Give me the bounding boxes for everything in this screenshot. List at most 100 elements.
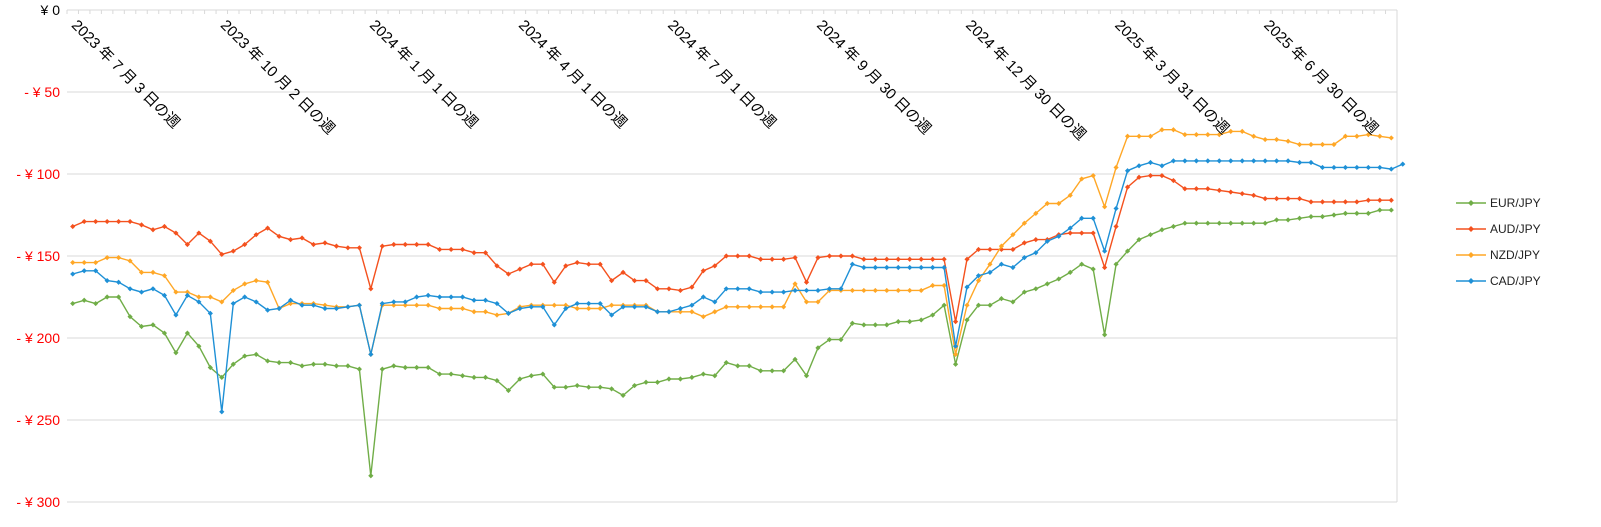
y-tick-label: - ¥ 250 bbox=[16, 412, 60, 428]
data-point bbox=[1147, 133, 1154, 139]
data-point bbox=[93, 300, 99, 307]
data-point bbox=[631, 278, 638, 284]
data-point bbox=[952, 351, 959, 357]
data-point bbox=[723, 286, 729, 292]
data-point bbox=[1170, 158, 1177, 164]
data-point bbox=[1205, 132, 1211, 138]
data-point bbox=[609, 302, 615, 308]
y-tick-label: ¥ 0 bbox=[40, 2, 61, 18]
data-point bbox=[425, 292, 431, 298]
data-point bbox=[482, 309, 489, 315]
data-point bbox=[700, 268, 706, 274]
data-point bbox=[586, 300, 592, 307]
data-point bbox=[597, 261, 603, 267]
legend-label: EUR/JPY bbox=[1490, 196, 1541, 210]
data-point bbox=[872, 287, 878, 294]
data-point bbox=[792, 356, 798, 362]
data-point bbox=[964, 284, 970, 290]
data-point bbox=[540, 371, 546, 377]
data-point bbox=[161, 292, 168, 298]
data-point bbox=[918, 256, 924, 262]
data-point bbox=[620, 269, 626, 275]
data-point bbox=[402, 241, 408, 248]
data-point bbox=[1193, 220, 1199, 226]
data-point bbox=[150, 227, 156, 233]
data-point bbox=[826, 286, 833, 292]
data-point bbox=[414, 241, 420, 248]
legend-marker bbox=[1468, 278, 1474, 284]
data-point bbox=[276, 360, 282, 366]
data-point bbox=[1021, 220, 1027, 226]
data-point bbox=[494, 312, 500, 318]
data-point bbox=[505, 310, 512, 316]
data-point bbox=[1033, 250, 1039, 256]
data-point bbox=[81, 297, 87, 303]
data-point bbox=[1296, 141, 1303, 148]
data-point bbox=[1136, 174, 1142, 180]
data-point bbox=[586, 261, 592, 267]
data-point bbox=[115, 294, 122, 300]
data-point bbox=[1067, 225, 1073, 231]
data-point bbox=[643, 379, 649, 385]
data-point bbox=[1377, 133, 1383, 139]
data-point bbox=[907, 287, 913, 294]
data-point bbox=[299, 235, 305, 241]
data-point bbox=[620, 392, 626, 398]
data-point bbox=[379, 366, 385, 372]
data-point bbox=[952, 343, 959, 349]
data-point bbox=[528, 261, 534, 267]
data-point bbox=[219, 409, 225, 415]
data-point bbox=[735, 363, 741, 369]
data-point bbox=[356, 366, 362, 372]
data-point bbox=[689, 309, 695, 315]
legend-item: AUD/JPY bbox=[1456, 222, 1541, 236]
data-point bbox=[723, 253, 729, 259]
data-point bbox=[1113, 261, 1119, 267]
data-point bbox=[1319, 199, 1326, 205]
data-point bbox=[987, 302, 993, 308]
data-point bbox=[609, 278, 615, 284]
data-point bbox=[81, 259, 87, 266]
data-point bbox=[127, 286, 133, 292]
data-point bbox=[563, 263, 569, 269]
data-point bbox=[299, 302, 305, 308]
data-point bbox=[1159, 127, 1165, 133]
data-point bbox=[482, 374, 489, 380]
data-point bbox=[735, 304, 741, 310]
data-point bbox=[654, 309, 661, 315]
data-point bbox=[265, 307, 271, 313]
data-point bbox=[1021, 240, 1027, 246]
data-point bbox=[1079, 261, 1085, 267]
data-point bbox=[746, 304, 752, 310]
data-point bbox=[563, 305, 569, 312]
data-point bbox=[310, 241, 317, 248]
data-point bbox=[1067, 230, 1073, 236]
data-point bbox=[907, 264, 913, 271]
x-tick-label: 2025 年 3 月 31 日の週 bbox=[1111, 17, 1232, 138]
data-point bbox=[1067, 269, 1073, 275]
data-point bbox=[391, 363, 397, 369]
data-point bbox=[184, 292, 190, 298]
data-point bbox=[242, 353, 248, 359]
data-point bbox=[1056, 233, 1062, 239]
data-point bbox=[861, 264, 867, 271]
data-point bbox=[975, 246, 982, 253]
legend-marker bbox=[1468, 226, 1474, 232]
data-point bbox=[70, 300, 76, 307]
data-point bbox=[551, 302, 557, 308]
data-point bbox=[1182, 132, 1188, 138]
data-point bbox=[803, 299, 810, 305]
data-point bbox=[253, 299, 259, 305]
legend-marker bbox=[1468, 252, 1474, 258]
data-point bbox=[792, 287, 798, 294]
data-point bbox=[173, 289, 179, 295]
data-point bbox=[115, 279, 122, 285]
data-point bbox=[1239, 128, 1245, 134]
data-point bbox=[1205, 220, 1211, 226]
data-point bbox=[803, 279, 810, 285]
data-point bbox=[219, 251, 225, 257]
data-point bbox=[735, 253, 741, 259]
data-point bbox=[414, 364, 420, 371]
data-point bbox=[425, 241, 431, 248]
data-point bbox=[895, 287, 901, 294]
